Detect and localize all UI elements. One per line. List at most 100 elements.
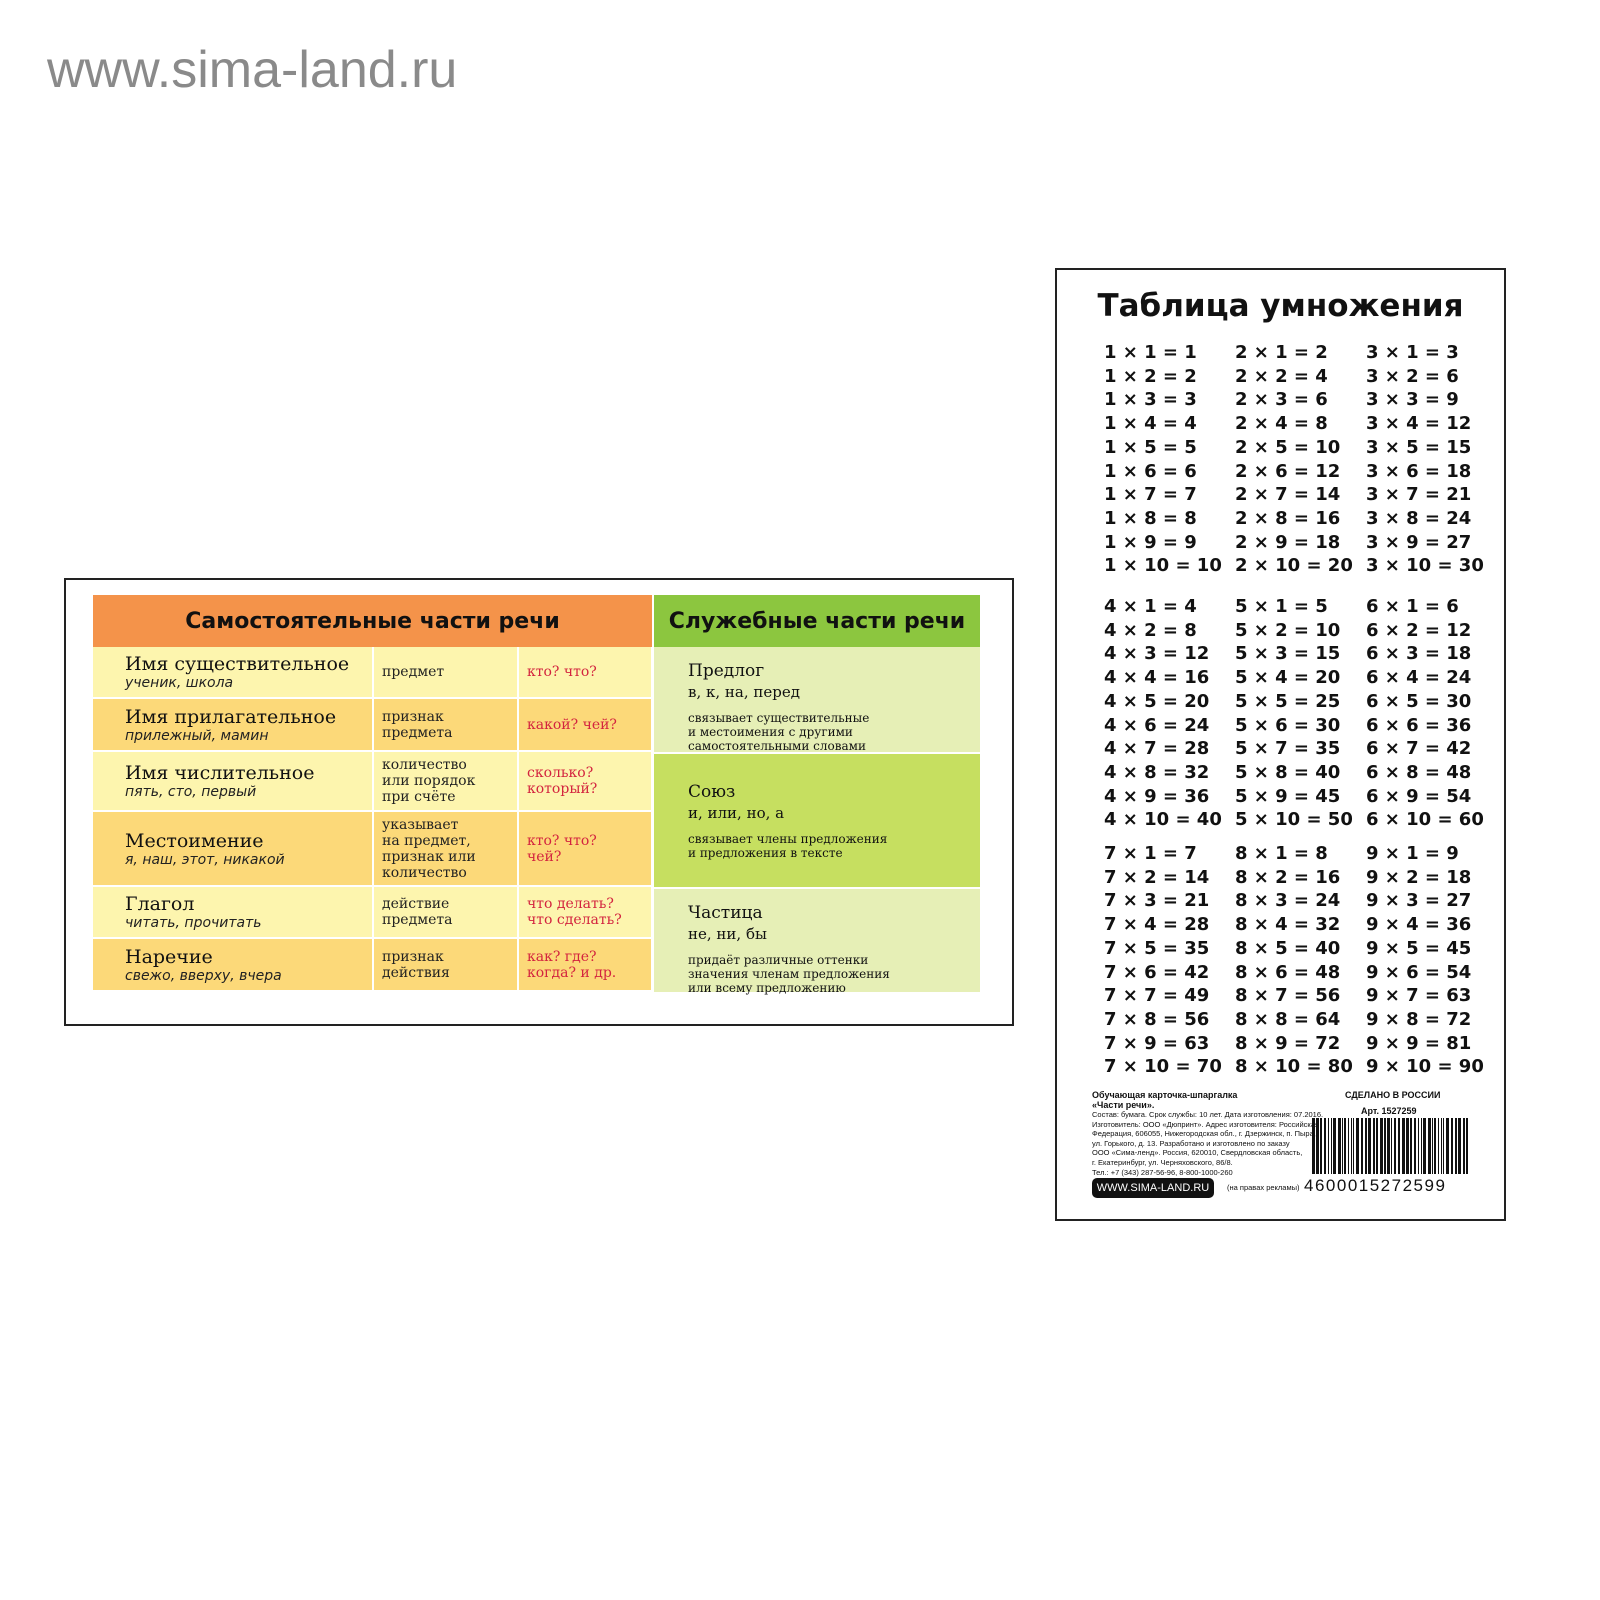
mult-fact: 4 × 10 = 40: [1104, 809, 1222, 831]
mult-fact: 8 × 6 = 48: [1235, 961, 1341, 983]
barcode-bar: [1446, 1118, 1449, 1174]
header-independent-parts: Самостоятельные части речи: [93, 595, 652, 647]
service-examples: не, ни, бы: [688, 925, 767, 943]
mult-fact: 1 × 2 = 2: [1104, 365, 1197, 387]
part-meaning: признак предмета: [374, 699, 517, 750]
part-question: какой? чей?: [519, 699, 651, 750]
mult-fact: 4 × 4 = 16: [1104, 667, 1210, 689]
barcode-bar: [1316, 1118, 1319, 1174]
mult-fact: 4 × 3 = 12: [1104, 643, 1210, 665]
part-row-name: Местоимение я, наш, этот, никакой: [93, 812, 372, 885]
mult-fact: 6 × 6 = 36: [1366, 714, 1472, 736]
barcode-bar: [1348, 1118, 1349, 1174]
mult-fact: 5 × 10 = 50: [1235, 809, 1353, 831]
barcode-bar: [1402, 1118, 1405, 1174]
service-description: придаёт различные оттенки значения члена…: [688, 953, 890, 995]
mult-fact: 2 × 6 = 12: [1235, 460, 1341, 482]
mult-fact: 6 × 5 = 30: [1366, 690, 1472, 712]
mult-fact: 9 × 9 = 81: [1366, 1032, 1472, 1054]
service-part-1: Союз и, или, но, а связывает члены предлож…: [654, 754, 980, 887]
barcode-bar: [1391, 1118, 1392, 1174]
barcode-bar: [1384, 1118, 1386, 1174]
service-name: Предлог: [688, 661, 765, 681]
mult-fact: 6 × 10 = 60: [1366, 809, 1484, 831]
part-meaning: действие предмета: [374, 887, 517, 937]
part-question: как? где? когда? и др.: [519, 939, 651, 990]
mult-fact: 5 × 8 = 40: [1235, 761, 1341, 783]
barcode-number: 4600015272599: [1304, 1176, 1447, 1195]
mult-fact: 2 × 3 = 6: [1235, 389, 1328, 411]
site-link[interactable]: WWW.SIMA-LAND.RU: [1092, 1178, 1214, 1198]
mult-fact: 7 × 9 = 63: [1104, 1032, 1210, 1054]
part-example: свежо, вверху, вчера: [125, 967, 282, 984]
mult-fact: 8 × 1 = 8: [1235, 843, 1328, 864]
barcode-bar: [1421, 1118, 1422, 1174]
service-name: Союз: [688, 782, 736, 802]
barcode-bar: [1320, 1118, 1322, 1174]
mult-fact: 7 × 1 = 7: [1104, 843, 1197, 864]
service-examples: и, или, но, а: [688, 804, 785, 822]
mult-fact: 6 × 8 = 48: [1366, 761, 1472, 783]
part-meaning: количество или порядок при счёте: [374, 752, 517, 810]
mult-title: Таблица умножения: [1097, 288, 1464, 324]
mult-fact: 5 × 4 = 20: [1235, 667, 1341, 689]
barcode-bar: [1342, 1118, 1343, 1174]
watermark: www.sima-land.ru: [47, 41, 458, 99]
part-row-name: Имя существительное ученик, школа: [93, 647, 372, 697]
mult-fact: 4 × 9 = 36: [1104, 785, 1210, 807]
barcode-bar: [1406, 1118, 1409, 1174]
barcode-bar: [1428, 1118, 1431, 1174]
barcode-bar: [1331, 1118, 1332, 1174]
mult-fact: 2 × 10 = 20: [1235, 555, 1353, 577]
mult-fact: 1 × 10 = 10: [1104, 555, 1222, 577]
mult-fact: 4 × 6 = 24: [1104, 714, 1210, 736]
mult-fact: 6 × 7 = 42: [1366, 738, 1472, 760]
mult-fact: 2 × 9 = 18: [1235, 531, 1341, 553]
mult-fact: 7 × 7 = 49: [1104, 985, 1210, 1007]
mult-fact: 3 × 4 = 12: [1366, 413, 1472, 435]
mult-fact: 4 × 7 = 28: [1104, 738, 1210, 760]
mult-fact: 7 × 10 = 70: [1104, 1056, 1222, 1078]
part-example: я, наш, этот, никакой: [125, 851, 285, 868]
part-row-name: Наречие свежо, вверху, вчера: [93, 939, 372, 990]
mult-fact: 9 × 4 = 36: [1366, 914, 1472, 936]
part-example: ученик, школа: [125, 675, 234, 691]
mult-fact: 8 × 4 = 32: [1235, 914, 1341, 936]
barcode-bar: [1373, 1118, 1375, 1174]
part-question: кто? что?: [519, 647, 651, 697]
mult-fact: 1 × 4 = 4: [1104, 413, 1197, 435]
mult-fact: 1 × 8 = 8: [1104, 507, 1197, 529]
mult-fact: 6 × 9 = 54: [1366, 785, 1472, 807]
part-question: кто? что? чей?: [519, 812, 651, 885]
mult-fact: 6 × 2 = 12: [1366, 619, 1472, 641]
mult-fact: 7 × 5 = 35: [1104, 937, 1210, 959]
service-part-0: Предлог в, к, на, перед связывает существи…: [654, 647, 980, 753]
part-meaning: признак действия: [374, 939, 517, 990]
barcode: [1312, 1118, 1468, 1174]
mult-fact: 1 × 7 = 7: [1104, 484, 1197, 506]
mult-fact: 6 × 4 = 24: [1366, 667, 1472, 689]
mult-fact: 9 × 2 = 18: [1366, 866, 1472, 888]
barcode-bar: [1351, 1118, 1352, 1174]
barcode-bar: [1458, 1118, 1461, 1174]
part-name: Местоимение: [125, 829, 264, 852]
barcode-bar: [1338, 1118, 1341, 1174]
mult-fact: 9 × 5 = 45: [1366, 937, 1472, 959]
mult-fact: 9 × 7 = 63: [1366, 985, 1472, 1007]
mult-fact: 9 × 6 = 54: [1366, 961, 1472, 983]
mult-fact: 7 × 8 = 56: [1104, 1008, 1210, 1030]
barcode-bar: [1344, 1118, 1346, 1174]
mult-fact: 2 × 2 = 4: [1235, 365, 1328, 387]
barcode-bar: [1466, 1118, 1468, 1174]
service-description: связывает существительные и местоимения …: [688, 711, 870, 753]
barcode-bar: [1324, 1118, 1326, 1174]
barcode-bar: [1398, 1118, 1400, 1174]
mult-fact: 4 × 8 = 32: [1104, 761, 1210, 783]
barcode-bar: [1438, 1118, 1439, 1174]
product-info: Состав: бумага. Срок службы: 10 лет. Дат…: [1092, 1110, 1324, 1177]
mult-fact: 2 × 7 = 14: [1235, 484, 1341, 506]
barcode-bar: [1432, 1118, 1433, 1174]
mult-fact: 3 × 3 = 9: [1366, 389, 1459, 411]
service-part-2: Частица не, ни, бы придаёт различные оттен…: [654, 889, 980, 995]
service-name: Частица: [688, 903, 763, 923]
